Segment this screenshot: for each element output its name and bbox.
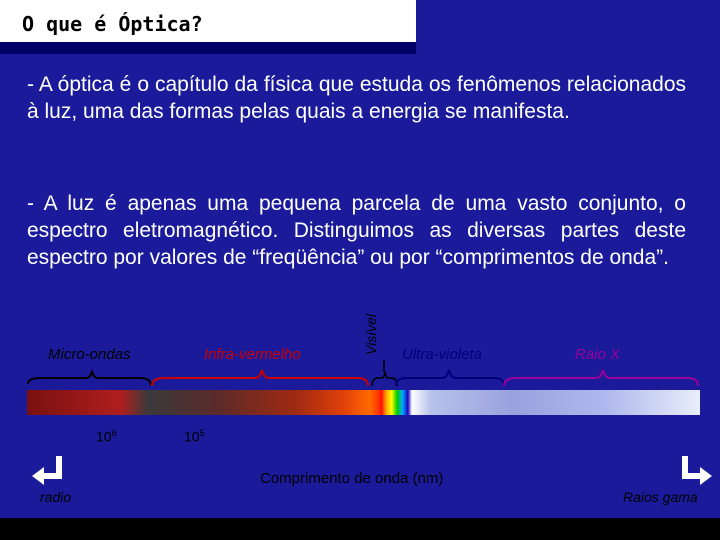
title-box: O que é Óptica? — [0, 0, 416, 54]
band-label-infrared: Infra-vermelho — [204, 346, 301, 363]
band-label-ultraviolet: Ultra-violeta — [402, 346, 483, 363]
paragraph-optics-definition: - A óptica é o capítulo da física que es… — [27, 73, 686, 123]
arrow-left-down-icon — [32, 456, 62, 485]
footer-bar — [0, 518, 720, 540]
tick-label-10e5: 105 — [184, 428, 205, 445]
arrow-right-down-icon — [682, 456, 712, 485]
page-title: O que é Óptica? — [22, 12, 203, 36]
bracket-visible — [371, 371, 398, 387]
end-label-radio: radio — [40, 489, 72, 505]
tick-label-10e6: 106 — [96, 428, 117, 445]
title-underline-bar — [0, 42, 416, 54]
bracket-infrared — [151, 369, 369, 387]
paragraph-spectrum-description: - A luz é apenas uma pequena parcela de … — [27, 192, 686, 269]
bracket-ultraviolet — [395, 369, 505, 387]
band-label-microwave: Micro-ondas — [48, 346, 131, 363]
bracket-microwave — [27, 368, 152, 387]
bracket-xray — [503, 369, 699, 387]
band-label-xray: Raio X — [575, 346, 621, 363]
end-label-gamma: Raios gama — [623, 489, 698, 505]
axis-label-wavelength: Comprimento de onda (nm) — [260, 470, 444, 487]
electromagnetic-spectrum-bar — [27, 390, 700, 415]
